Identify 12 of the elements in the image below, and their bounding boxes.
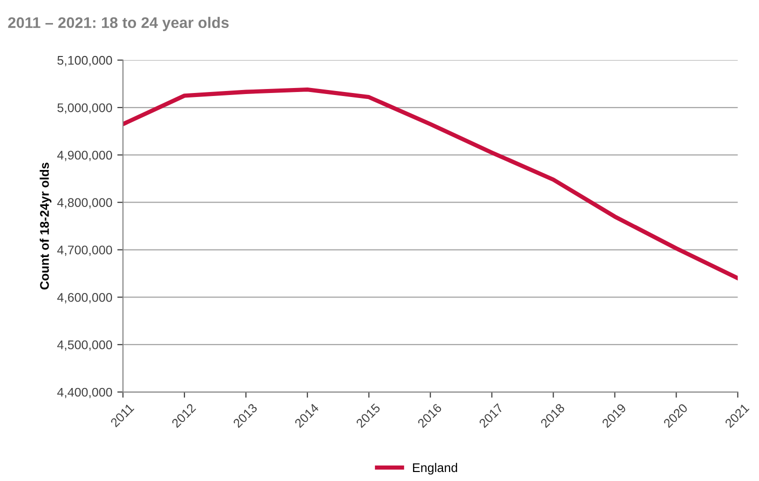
y-tick-label: 4,700,000: [57, 246, 112, 256]
y-tick-label: 4,900,000: [57, 150, 112, 162]
y-tick-label: 4,400,000: [57, 388, 112, 398]
y-tick-label: 4,600,000: [57, 292, 112, 304]
y-tick-label: 5,000,000: [57, 103, 112, 114]
line-series: [122, 87, 738, 280]
legend-label: England: [413, 462, 458, 475]
y-axis-title: Count of 18-24yr olds: [40, 162, 52, 290]
y-tick-label: 5,100,000: [57, 56, 112, 66]
chart-title: 2011 – 2021: 18 to 24 year olds: [8, 16, 229, 32]
y-tick-label: 4,500,000: [57, 340, 112, 351]
y-tick-label: 4,800,000: [57, 198, 112, 208]
